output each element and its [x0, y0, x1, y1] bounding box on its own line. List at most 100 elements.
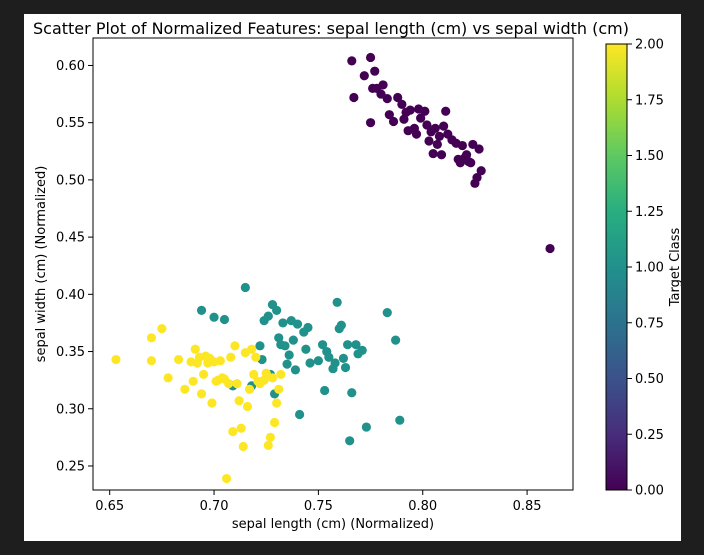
y-tick-label: 0.30	[56, 402, 85, 417]
data-point	[365, 118, 376, 128]
data-point	[240, 282, 250, 293]
data-point	[236, 423, 246, 433]
colorbar-tick-label: 1.25	[635, 205, 664, 220]
data-point	[416, 113, 426, 123]
data-point	[173, 354, 184, 365]
data-point	[274, 384, 284, 394]
colorbar-tick-label: 0.50	[635, 372, 664, 387]
scatter-plot: Scatter Plot of Normalized Features: sep…	[33, 19, 681, 532]
data-point	[180, 384, 190, 394]
data-point	[320, 385, 330, 396]
data-point	[330, 358, 340, 368]
data-point	[336, 320, 346, 330]
data-point	[439, 121, 449, 131]
data-point	[276, 369, 286, 380]
data-point	[269, 417, 280, 428]
data-point	[244, 384, 255, 394]
data-point	[434, 131, 445, 142]
data-point	[267, 373, 278, 383]
y-tick-label: 0.40	[56, 288, 85, 303]
data-point	[432, 139, 442, 150]
data-point	[361, 422, 371, 432]
x-tick-label: 0.80	[408, 499, 437, 514]
data-point	[292, 319, 303, 329]
colorbar-tick-label: 1.75	[635, 93, 664, 108]
x-tick-label: 0.75	[304, 499, 333, 514]
data-point	[290, 365, 301, 375]
data-point	[157, 324, 167, 334]
data-point	[288, 335, 298, 345]
data-point	[428, 148, 438, 159]
data-point	[199, 369, 209, 380]
data-point	[255, 341, 265, 351]
colorbar-tick-label: 0.25	[635, 428, 664, 443]
plot-frame	[92, 37, 574, 491]
data-point	[272, 305, 282, 315]
data-point	[420, 106, 430, 116]
data-point	[351, 340, 361, 350]
data-point	[365, 52, 376, 63]
data-point	[545, 243, 555, 254]
data-point	[378, 80, 388, 90]
x-tick-label: 0.85	[513, 499, 542, 514]
data-point	[196, 389, 207, 399]
data-point	[272, 398, 282, 408]
y-tick-label: 0.25	[56, 459, 85, 474]
data-point	[357, 345, 367, 355]
data-point	[347, 388, 357, 398]
data-point	[345, 436, 355, 446]
data-points	[111, 52, 555, 484]
data-point	[391, 335, 401, 345]
y-tick-label: 0.35	[56, 345, 85, 360]
data-point	[207, 398, 217, 408]
chart-title: Scatter Plot of Normalized Features: sep…	[33, 19, 629, 38]
data-point	[188, 376, 198, 386]
data-point	[411, 129, 422, 139]
x-tick-label: 0.65	[95, 499, 124, 514]
data-point	[303, 322, 313, 333]
colorbar-tick-label: 0.00	[635, 484, 664, 499]
data-point	[313, 356, 323, 366]
y-axis-label: sepal width (cm) (Normalized)	[34, 166, 49, 363]
data-point	[224, 378, 234, 389]
data-point	[230, 341, 240, 351]
data-point	[338, 353, 349, 364]
data-point	[405, 105, 415, 115]
data-point	[234, 396, 244, 406]
chart-figure: Scatter Plot of Normalized Features: sep…	[24, 14, 681, 541]
data-point	[190, 344, 200, 354]
colorbar-tick-label: 0.75	[635, 316, 664, 331]
data-point	[384, 110, 394, 120]
data-point	[163, 373, 173, 383]
data-point	[332, 297, 342, 307]
data-point	[436, 150, 447, 160]
data-point	[215, 356, 225, 366]
data-point	[476, 166, 486, 176]
data-point	[228, 427, 238, 437]
data-point	[393, 92, 403, 103]
y-tick-label: 0.55	[56, 116, 85, 131]
colorbar	[606, 44, 627, 490]
y-tick-label: 0.50	[56, 173, 85, 188]
data-point	[280, 341, 290, 351]
data-point	[382, 94, 392, 104]
data-point	[305, 358, 315, 368]
data-point	[263, 440, 273, 450]
data-point	[397, 99, 407, 109]
data-point	[474, 144, 484, 154]
data-point	[382, 308, 392, 318]
data-point	[388, 116, 399, 127]
data-point	[422, 120, 432, 130]
data-point	[247, 344, 257, 354]
data-point	[251, 352, 261, 362]
data-point	[457, 140, 467, 151]
data-point	[370, 66, 380, 76]
data-point	[317, 340, 328, 350]
data-point	[466, 158, 476, 168]
data-point	[111, 354, 121, 365]
data-point	[359, 71, 369, 81]
colorbar-tick-label: 1.00	[635, 261, 664, 276]
data-point	[265, 432, 275, 442]
data-point	[430, 123, 440, 133]
data-point	[472, 173, 482, 183]
